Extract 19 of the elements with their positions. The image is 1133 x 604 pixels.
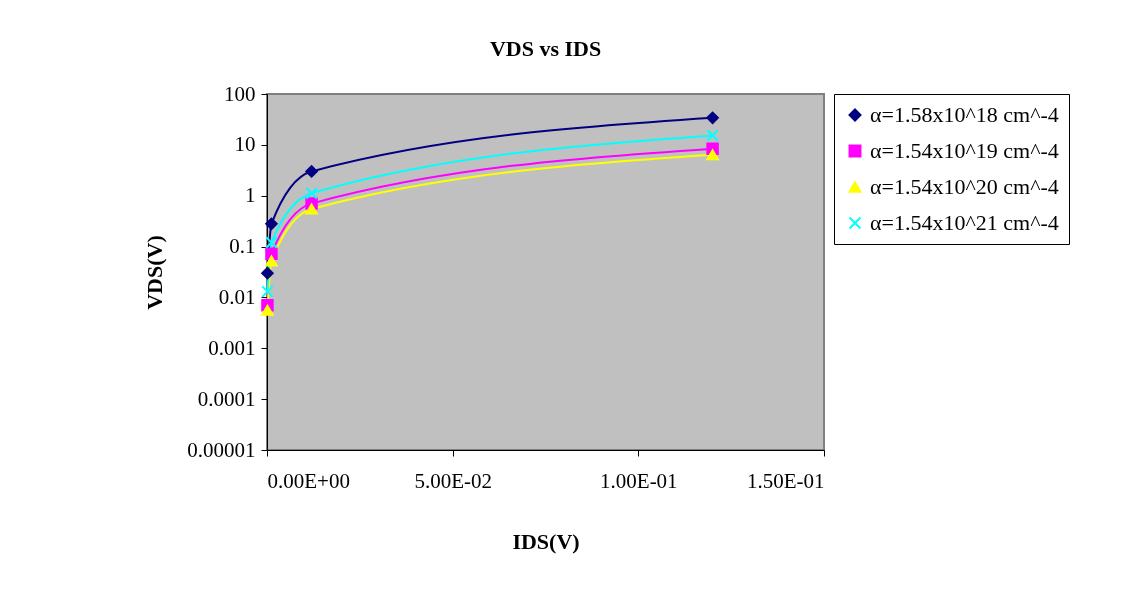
- y-axis-title: VDS(V): [142, 235, 168, 310]
- x-tick-label: 0.00E+00: [267, 468, 350, 493]
- x-tick-label: 5.00E-02: [414, 468, 492, 493]
- y-tick-label: 0.001: [208, 335, 256, 360]
- chart-title: VDS vs IDS: [489, 36, 602, 61]
- legend-label: α=1.54x10^19 cm^-4: [870, 138, 1059, 163]
- x-axis-title: IDS(V): [512, 528, 580, 554]
- x-tick-label: 1.00E-01: [600, 468, 678, 493]
- legend-label: α=1.54x10^21 cm^-4: [870, 210, 1059, 235]
- y-tick-label: 0.01: [218, 284, 256, 309]
- legend-label: α=1.58x10^18 cm^-4: [870, 102, 1059, 127]
- y-tick-label: 0.00001: [187, 437, 256, 462]
- y-tick-label: 0.0001: [197, 386, 256, 411]
- y-tick-label: 1: [245, 183, 256, 208]
- y-tick-label: 100: [224, 81, 256, 106]
- legend-label: α=1.54x10^20 cm^-4: [870, 174, 1059, 199]
- x-tick-label: 1.50E-01: [746, 468, 825, 493]
- y-tick-label: 0.1: [229, 234, 256, 259]
- y-tick-label: 10: [234, 132, 256, 157]
